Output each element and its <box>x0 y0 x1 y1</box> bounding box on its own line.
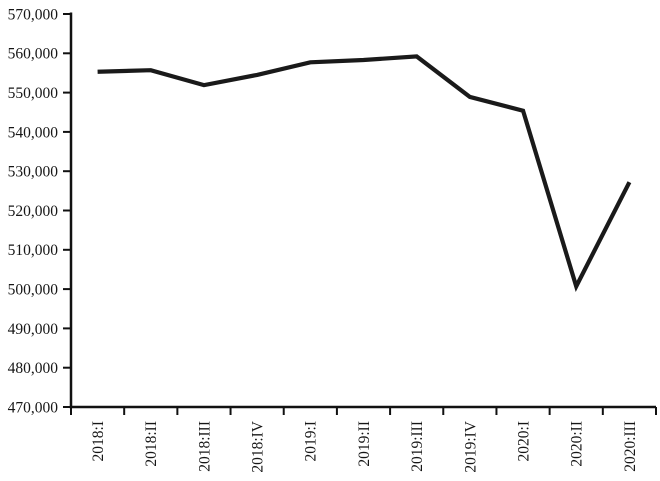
x-axis-tick-label: 2019:I <box>303 421 320 461</box>
y-axis-tick-label: 530,000 <box>8 164 59 181</box>
x-axis-tick-label: 2020:I <box>515 421 532 461</box>
y-axis-tick-label: 470,000 <box>8 399 59 416</box>
y-axis-tick-label: 480,000 <box>8 360 59 377</box>
x-axis-tick-label: 2018:IV <box>250 420 267 472</box>
x-axis-tick-label: 2020:III <box>622 421 639 472</box>
x-axis-tick-label: 2018:II <box>143 421 160 467</box>
x-axis-tick-label: 2019:III <box>409 421 426 472</box>
y-axis-tick-label: 520,000 <box>8 203 59 220</box>
y-axis-tick-label: 560,000 <box>8 46 59 63</box>
x-axis-tick-label: 2019:II <box>356 421 373 467</box>
x-axis-tick-label: 2018:III <box>196 421 213 472</box>
data-line <box>97 54 632 292</box>
y-axis-tick-label: 570,000 <box>8 6 59 23</box>
x-axis-tick-label: 2020:II <box>569 421 586 467</box>
y-axis-tick-label: 540,000 <box>8 124 59 141</box>
y-axis-tick-label: 510,000 <box>8 242 59 259</box>
y-axis-tick-label: 550,000 <box>8 85 59 102</box>
y-axis-tick-label: 490,000 <box>8 321 59 338</box>
x-axis-tick-label: 2018:I <box>90 421 107 461</box>
x-axis-tick-label: 2019:IV <box>462 420 479 472</box>
y-axis-tick-label: 500,000 <box>8 282 59 299</box>
